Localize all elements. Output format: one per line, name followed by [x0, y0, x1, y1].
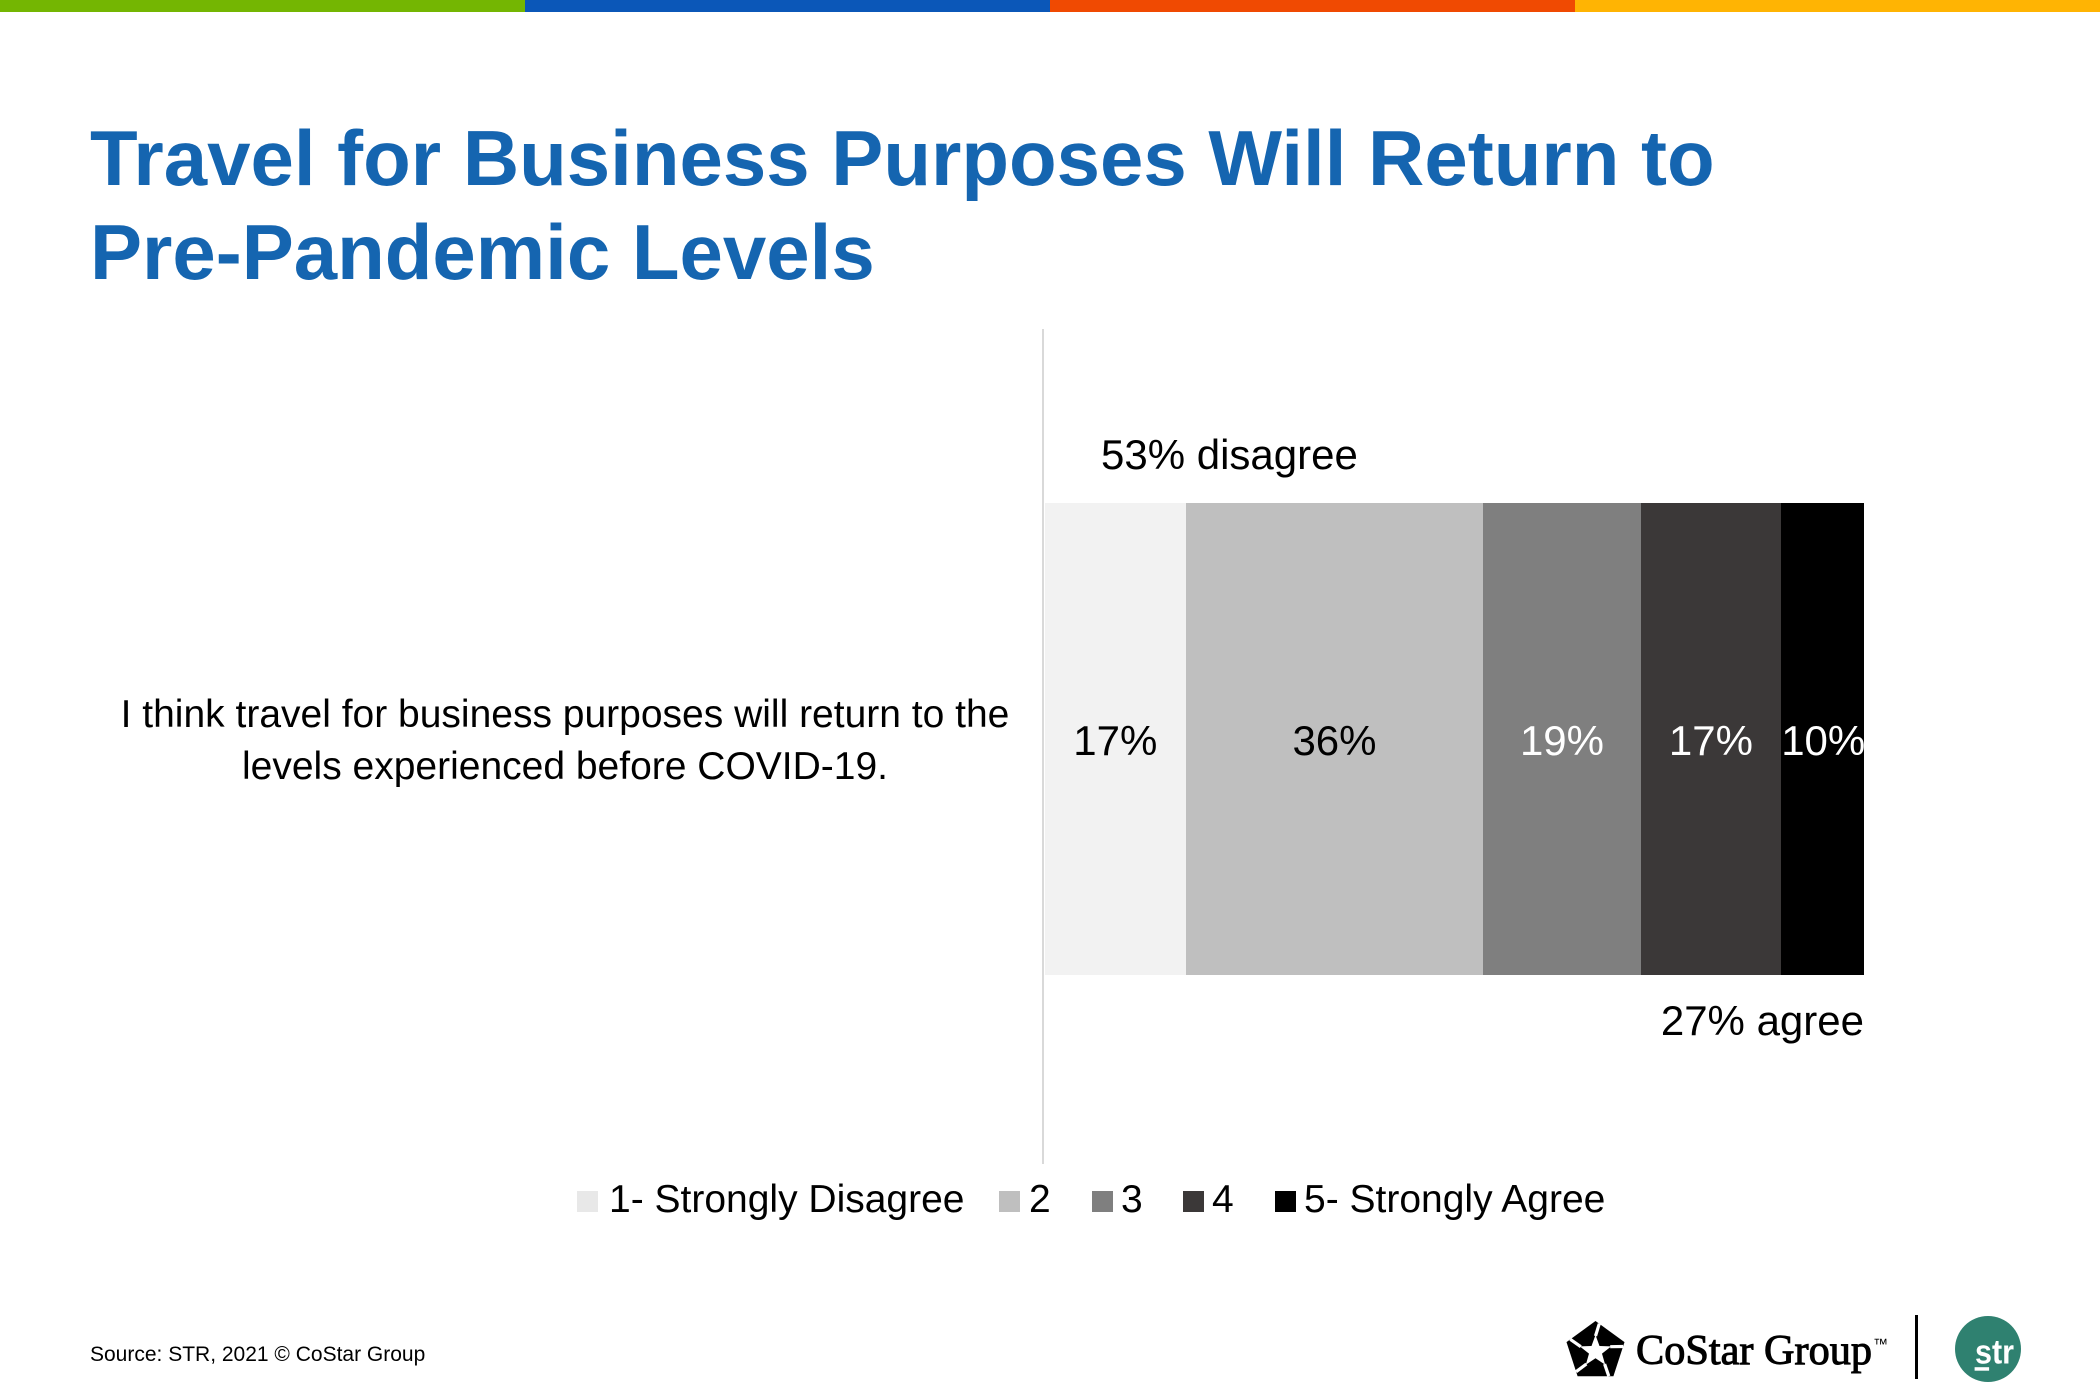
svg-text:str: str	[1975, 1334, 2014, 1372]
svg-text:CoStar Group: CoStar Group	[1636, 1328, 1872, 1374]
svg-text:™: ™	[1873, 1336, 1888, 1353]
